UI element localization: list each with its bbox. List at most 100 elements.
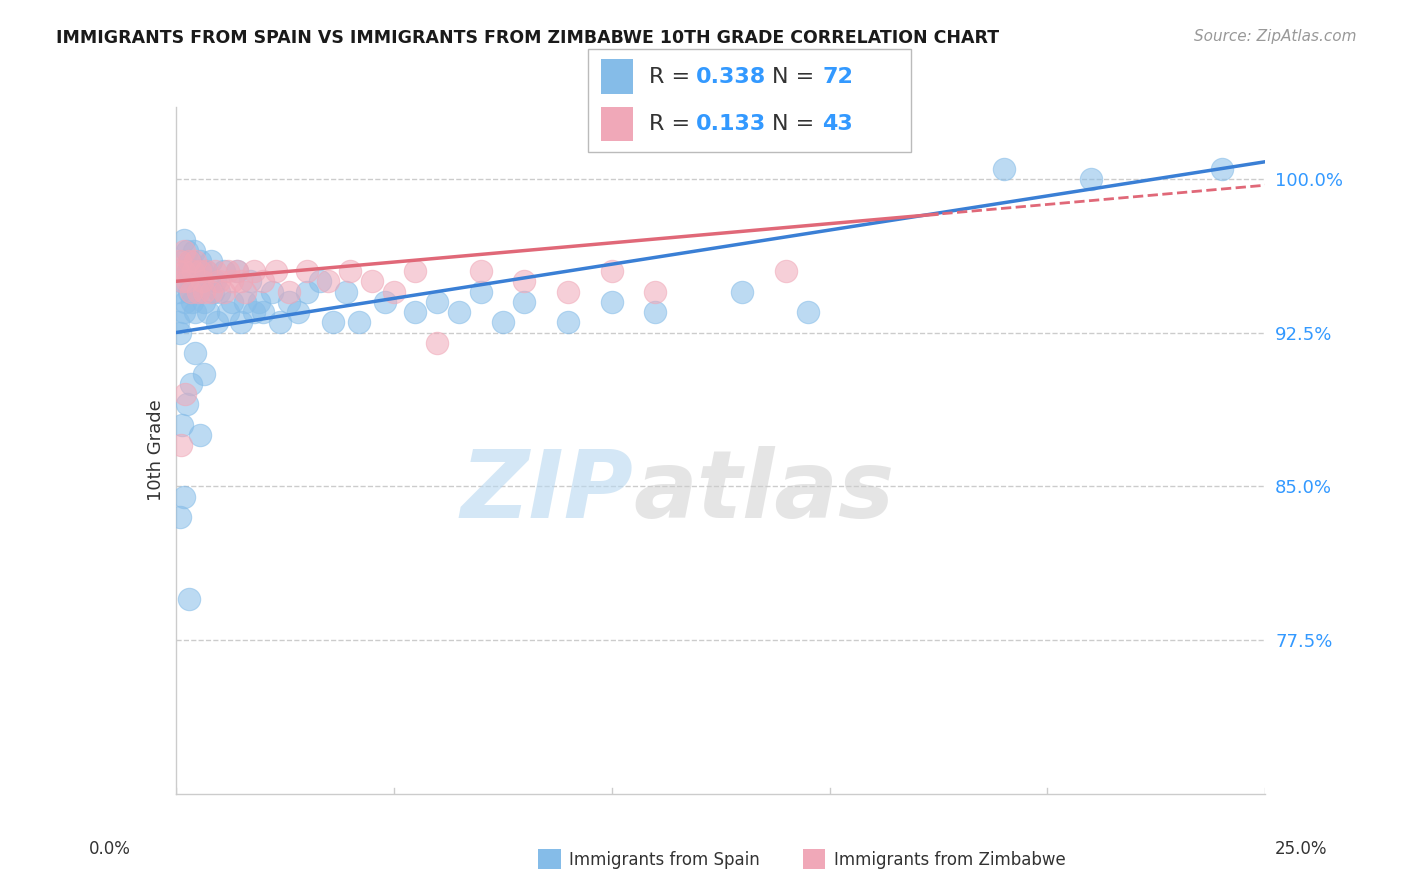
- Text: Immigrants from Zimbabwe: Immigrants from Zimbabwe: [834, 851, 1066, 869]
- Point: [644, 285, 666, 299]
- Point: [186, 285, 209, 299]
- Point: [287, 305, 309, 319]
- Point: [180, 274, 202, 288]
- Point: [335, 285, 357, 299]
- Point: [470, 285, 492, 299]
- Point: [173, 244, 195, 258]
- Point: [731, 285, 754, 299]
- Point: [177, 592, 200, 607]
- Point: [308, 274, 330, 288]
- Point: [269, 315, 291, 329]
- Point: [447, 305, 470, 319]
- Text: 0.338: 0.338: [696, 67, 766, 87]
- Bar: [600, 106, 633, 141]
- Point: [212, 285, 235, 299]
- Point: [231, 315, 253, 329]
- Point: [278, 285, 301, 299]
- Point: [172, 253, 194, 268]
- Text: 43: 43: [823, 114, 853, 134]
- Point: [252, 305, 274, 319]
- Point: [600, 294, 623, 309]
- Point: [176, 274, 198, 288]
- Point: [492, 315, 515, 329]
- Point: [184, 346, 207, 360]
- Text: atlas: atlas: [633, 446, 894, 538]
- Point: [197, 305, 219, 319]
- Point: [167, 285, 190, 299]
- Point: [169, 326, 191, 340]
- Point: [180, 285, 202, 299]
- Point: [177, 285, 200, 299]
- Point: [193, 294, 215, 309]
- Point: [181, 264, 204, 278]
- Text: 25.0%: 25.0%: [1274, 839, 1327, 857]
- Point: [775, 264, 797, 278]
- Point: [208, 285, 231, 299]
- Point: [195, 264, 218, 278]
- Point: [405, 264, 427, 278]
- Point: [278, 294, 301, 309]
- Point: [170, 438, 193, 452]
- Text: ZIP: ZIP: [461, 446, 633, 538]
- Point: [167, 264, 190, 278]
- Point: [1211, 161, 1233, 176]
- Point: [221, 274, 243, 288]
- Point: [239, 274, 262, 288]
- FancyBboxPatch shape: [588, 49, 911, 152]
- Point: [191, 274, 214, 288]
- Point: [173, 264, 195, 278]
- Point: [200, 253, 222, 268]
- Point: [221, 294, 243, 309]
- Point: [243, 305, 266, 319]
- Point: [347, 315, 370, 329]
- Text: 0.133: 0.133: [696, 114, 766, 134]
- Point: [208, 274, 231, 288]
- Point: [217, 305, 239, 319]
- Point: [600, 264, 623, 278]
- Point: [405, 305, 427, 319]
- Point: [264, 264, 287, 278]
- Text: R =: R =: [650, 114, 697, 134]
- Point: [204, 264, 226, 278]
- Text: Source: ZipAtlas.com: Source: ZipAtlas.com: [1194, 29, 1357, 44]
- Point: [426, 335, 449, 350]
- Point: [186, 274, 208, 288]
- Point: [179, 253, 201, 268]
- Point: [513, 274, 536, 288]
- Point: [188, 428, 211, 442]
- Point: [177, 253, 200, 268]
- Point: [470, 264, 492, 278]
- Text: IMMIGRANTS FROM SPAIN VS IMMIGRANTS FROM ZIMBABWE 10TH GRADE CORRELATION CHART: IMMIGRANTS FROM SPAIN VS IMMIGRANTS FROM…: [56, 29, 1000, 46]
- Point: [247, 294, 270, 309]
- Point: [186, 285, 209, 299]
- Point: [174, 387, 197, 401]
- Point: [188, 264, 211, 278]
- Point: [181, 264, 204, 278]
- Point: [193, 367, 215, 381]
- Bar: [600, 59, 633, 95]
- Point: [225, 264, 247, 278]
- Text: 72: 72: [823, 67, 853, 87]
- Point: [235, 294, 257, 309]
- Point: [252, 274, 274, 288]
- Text: 0.0%: 0.0%: [89, 839, 131, 857]
- Point: [231, 274, 253, 288]
- Point: [993, 161, 1015, 176]
- Point: [184, 305, 207, 319]
- Point: [361, 274, 384, 288]
- Y-axis label: 10th Grade: 10th Grade: [146, 400, 165, 501]
- Point: [167, 315, 190, 329]
- Point: [172, 417, 194, 432]
- Point: [295, 264, 318, 278]
- Point: [217, 264, 239, 278]
- Point: [260, 285, 283, 299]
- Point: [183, 244, 205, 258]
- Point: [173, 233, 195, 247]
- Text: N =: N =: [772, 114, 821, 134]
- Point: [169, 510, 191, 524]
- Point: [170, 274, 193, 288]
- Point: [176, 397, 198, 411]
- Point: [184, 253, 207, 268]
- Point: [172, 274, 194, 288]
- Point: [180, 376, 202, 391]
